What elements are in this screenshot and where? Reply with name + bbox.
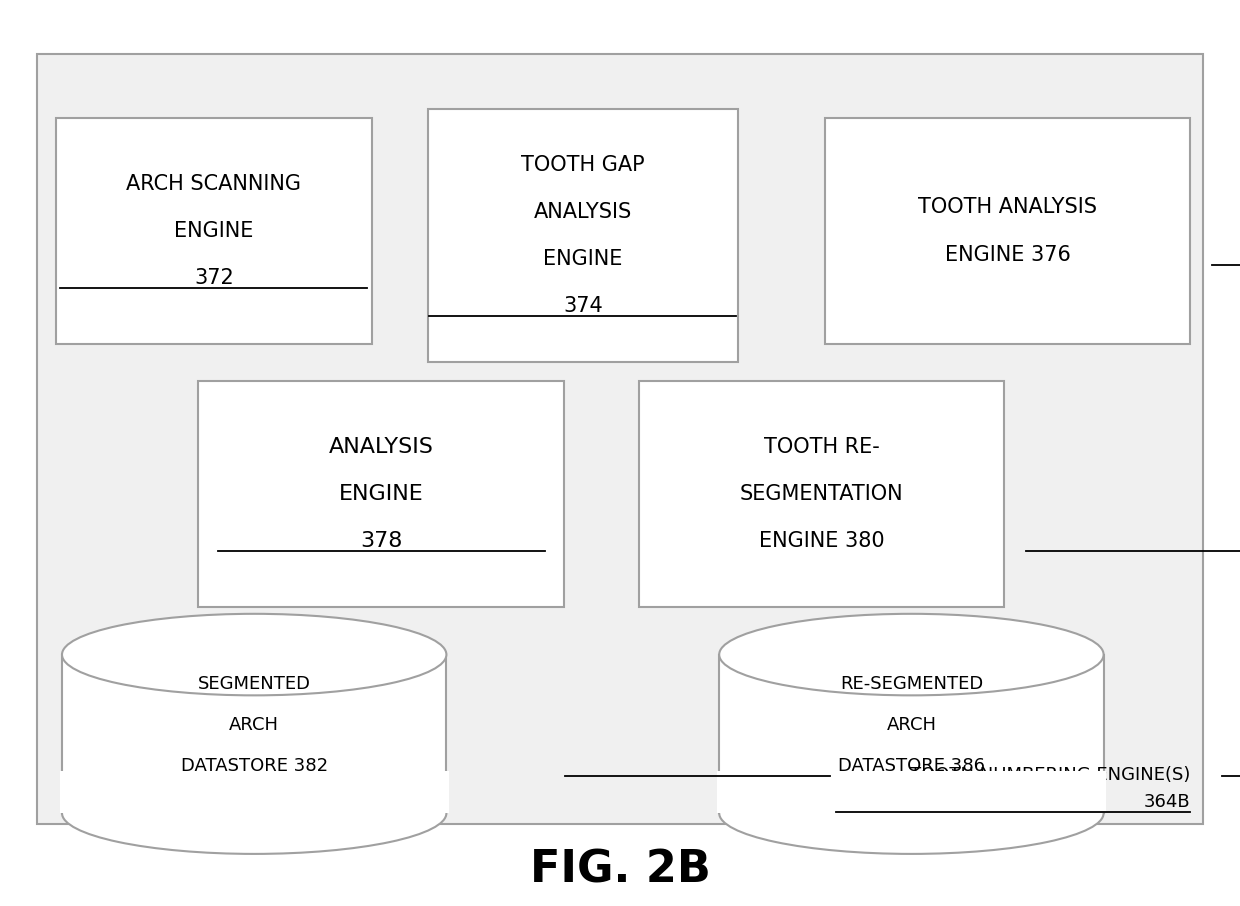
Text: ARCH SCANNING: ARCH SCANNING	[126, 174, 301, 194]
Text: 374: 374	[563, 296, 603, 316]
Text: TOOTH GAP: TOOTH GAP	[521, 155, 645, 175]
Text: ENGINE: ENGINE	[174, 221, 254, 241]
Text: 372: 372	[193, 268, 234, 288]
Text: SEGMENTATION: SEGMENTATION	[740, 484, 903, 504]
Text: ENGINE 376: ENGINE 376	[945, 245, 1070, 265]
Text: SEGMENTED: SEGMENTED	[197, 675, 311, 693]
FancyBboxPatch shape	[198, 381, 564, 607]
FancyBboxPatch shape	[428, 109, 738, 362]
Polygon shape	[60, 770, 449, 814]
FancyBboxPatch shape	[719, 654, 1104, 814]
Text: TOOTH ANALYSIS: TOOTH ANALYSIS	[918, 198, 1097, 217]
Text: ANALYSIS: ANALYSIS	[329, 437, 434, 457]
FancyBboxPatch shape	[56, 118, 372, 344]
Ellipse shape	[62, 614, 446, 696]
Ellipse shape	[719, 614, 1104, 696]
Text: ENGINE: ENGINE	[543, 249, 622, 269]
Text: ENGINE 380: ENGINE 380	[759, 531, 884, 551]
Ellipse shape	[62, 772, 446, 853]
FancyBboxPatch shape	[825, 118, 1190, 344]
Text: ARCH: ARCH	[229, 716, 279, 734]
Text: DATASTORE 382: DATASTORE 382	[181, 757, 327, 775]
Text: ANALYSIS: ANALYSIS	[533, 202, 632, 222]
FancyBboxPatch shape	[62, 654, 446, 814]
Text: ENGINE: ENGINE	[339, 484, 424, 504]
Text: DATASTORE 386: DATASTORE 386	[838, 757, 985, 775]
Text: RE-SEGMENTED: RE-SEGMENTED	[839, 675, 983, 693]
Polygon shape	[717, 770, 1106, 814]
Text: TOOTH NUMBERING ENGINE(S): TOOTH NUMBERING ENGINE(S)	[910, 766, 1190, 784]
Text: 364B: 364B	[1143, 793, 1190, 811]
Text: 378: 378	[360, 531, 403, 551]
Text: ARCH: ARCH	[887, 716, 936, 734]
Text: TOOTH RE-: TOOTH RE-	[764, 437, 879, 457]
FancyBboxPatch shape	[639, 381, 1004, 607]
Ellipse shape	[719, 772, 1104, 853]
Text: FIG. 2B: FIG. 2B	[529, 848, 711, 892]
FancyBboxPatch shape	[37, 54, 1203, 824]
